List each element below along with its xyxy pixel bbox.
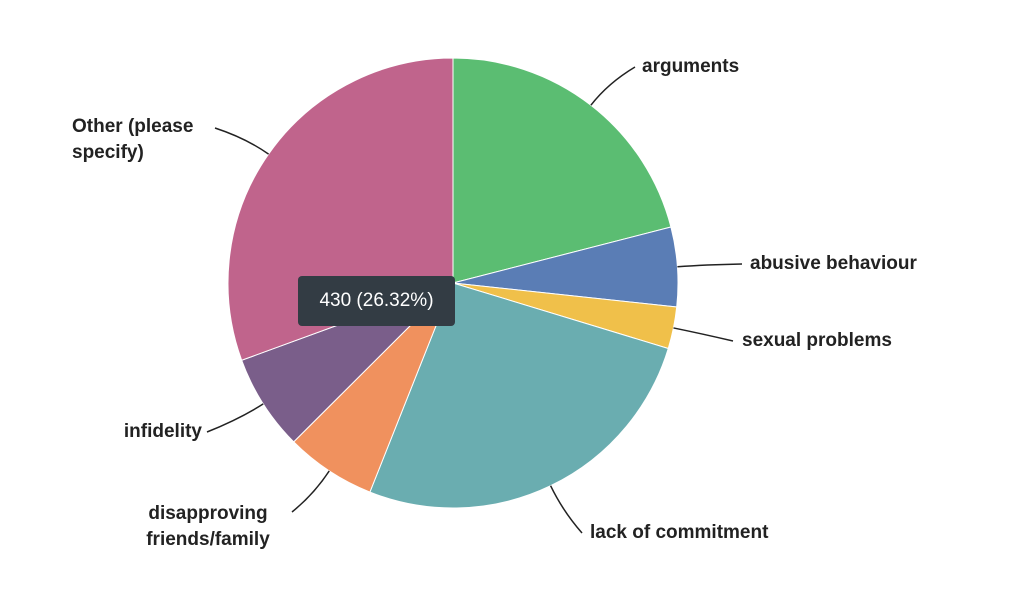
pie-slice (369, 282, 669, 509)
slice-label: lack of commitment (590, 522, 769, 543)
tooltip: 430 (26.32%) (298, 276, 455, 326)
slice-label: infidelity (123, 421, 202, 442)
leader-line (677, 263, 743, 268)
slice-label: disapproving friends/family (146, 503, 270, 550)
slice-label: Other (please specify) (72, 116, 194, 163)
slice-label: abusive behaviour (750, 253, 917, 274)
leader-line (291, 470, 330, 513)
pie-slice (452, 57, 672, 284)
leader-line (214, 127, 270, 155)
slice-label: sexual problems (742, 330, 892, 351)
leader-line (549, 485, 583, 534)
slice-label: arguments (642, 56, 740, 77)
leader-line (673, 327, 734, 342)
leader-line (590, 66, 636, 106)
leader-line (206, 403, 264, 433)
